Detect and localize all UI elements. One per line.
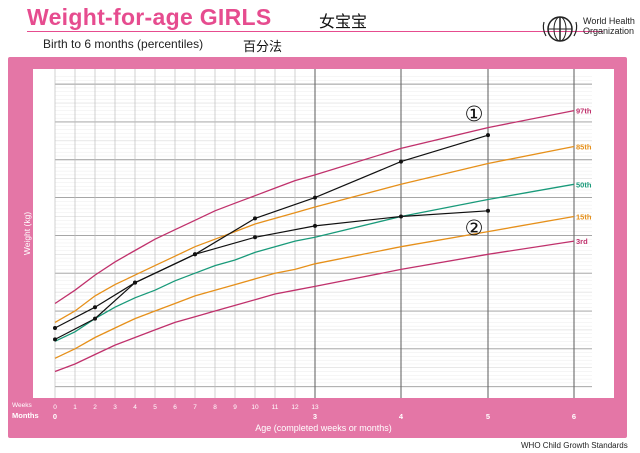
child-point-2	[399, 214, 403, 219]
child-point-1	[93, 305, 97, 310]
child-point-2	[253, 235, 257, 240]
month-tick-label: 6	[572, 412, 576, 421]
footer-source: WHO Child Growth Standards	[521, 441, 628, 450]
child-point-1	[253, 216, 257, 221]
chart-subtitle-chinese: 百分法	[243, 39, 283, 54]
percentile-curve-85th	[54, 145, 575, 323]
percentile-curve-97th	[54, 109, 575, 305]
week-tick-label: 11	[272, 404, 279, 411]
y-tick-label-right: 7	[599, 196, 603, 203]
weeks-row-label: Weeks	[12, 402, 32, 409]
who-org-line2: Organization	[583, 26, 635, 36]
month-tick-label: 5	[486, 412, 490, 421]
chart-subtitle: Birth to 6 months (percentiles)	[43, 37, 204, 51]
percentile-label-3rd: 3rd	[576, 237, 588, 246]
header-divider	[27, 31, 603, 32]
month-tick-label: 4	[399, 412, 404, 421]
week-tick-label: 2	[93, 404, 97, 411]
child-curve-1	[54, 134, 489, 329]
y-tick-label-left: 3	[41, 347, 45, 354]
who-org-name: World Health Organization	[583, 16, 640, 36]
child-curve-label-2: ②	[465, 216, 484, 240]
child-curve-2	[54, 210, 489, 340]
x-axis-title: Age (completed weeks or months)	[255, 423, 392, 433]
week-tick-label: 8	[213, 404, 217, 411]
percentile-curve-3rd	[54, 240, 575, 373]
y-tick-label-left: 4	[41, 309, 45, 316]
week-tick-label: 9	[233, 404, 237, 411]
percentile-label-50th: 50th	[576, 180, 592, 189]
percentile-label-15th: 15th	[576, 212, 592, 221]
who-logo-icon	[542, 16, 578, 42]
y-tick-label-right: 4	[599, 309, 603, 316]
chart-grid	[54, 69, 592, 398]
chart-title: Weight-for-age GIRLS	[27, 4, 272, 30]
y-tick-label-right: 6	[599, 233, 603, 240]
percentile-label-85th: 85th	[576, 143, 592, 152]
child-curves	[53, 133, 490, 342]
plot-area	[33, 69, 614, 398]
y-tick-label-left: 10	[39, 82, 47, 89]
y-axis-title: Weight (kg)	[22, 212, 32, 255]
percentile-label-97th: 97th	[576, 107, 592, 116]
child-point-1	[313, 195, 317, 200]
percentile-curve-15th	[54, 215, 575, 359]
y-tick-label-left: 2	[41, 385, 45, 392]
month-tick-label: 3	[313, 412, 317, 421]
y-tick-label-right: 5	[599, 271, 603, 278]
child-point-2	[53, 337, 57, 342]
child-point-2	[133, 280, 137, 285]
month-tick-label: 0	[53, 412, 57, 421]
y-tick-label-left: 9	[41, 120, 45, 127]
child-point-1	[486, 133, 490, 138]
week-tick-label: 0	[53, 404, 57, 411]
y-tick-label-right: 8	[599, 158, 603, 165]
week-tick-label: 12	[291, 404, 299, 411]
week-tick-label: 13	[311, 404, 319, 411]
child-point-2	[93, 316, 97, 321]
y-tick-label-right: 9	[599, 120, 603, 127]
child-point-2	[193, 252, 197, 257]
child-curve-label-1: ①	[465, 102, 484, 126]
child-point-2	[486, 208, 490, 213]
who-org-line1: World Health	[583, 16, 635, 26]
y-tick-label-left: 6	[41, 233, 45, 240]
y-tick-label-left: 7	[41, 196, 45, 203]
child-point-2	[313, 223, 317, 228]
week-tick-label: 1	[73, 404, 77, 411]
week-tick-label: 10	[251, 404, 259, 411]
child-point-1	[53, 326, 57, 331]
percentile-curves	[54, 109, 575, 373]
percentile-curve-50th	[54, 183, 575, 342]
y-tick-label-right: 2	[599, 385, 603, 392]
week-tick-label: 5	[153, 404, 157, 411]
week-tick-label: 6	[173, 404, 177, 411]
chart-title-chinese: 女宝宝	[319, 14, 368, 31]
y-tick-label-right: 10	[597, 82, 605, 89]
y-tick-label-right: 3	[599, 347, 603, 354]
week-tick-label: 4	[133, 404, 137, 411]
months-row-label: Months	[12, 411, 39, 420]
week-tick-label: 7	[193, 404, 197, 411]
week-tick-label: 3	[113, 404, 117, 411]
y-tick-label-left: 5	[41, 271, 45, 278]
y-tick-label-left: 8	[41, 158, 45, 165]
child-point-1	[399, 159, 403, 164]
